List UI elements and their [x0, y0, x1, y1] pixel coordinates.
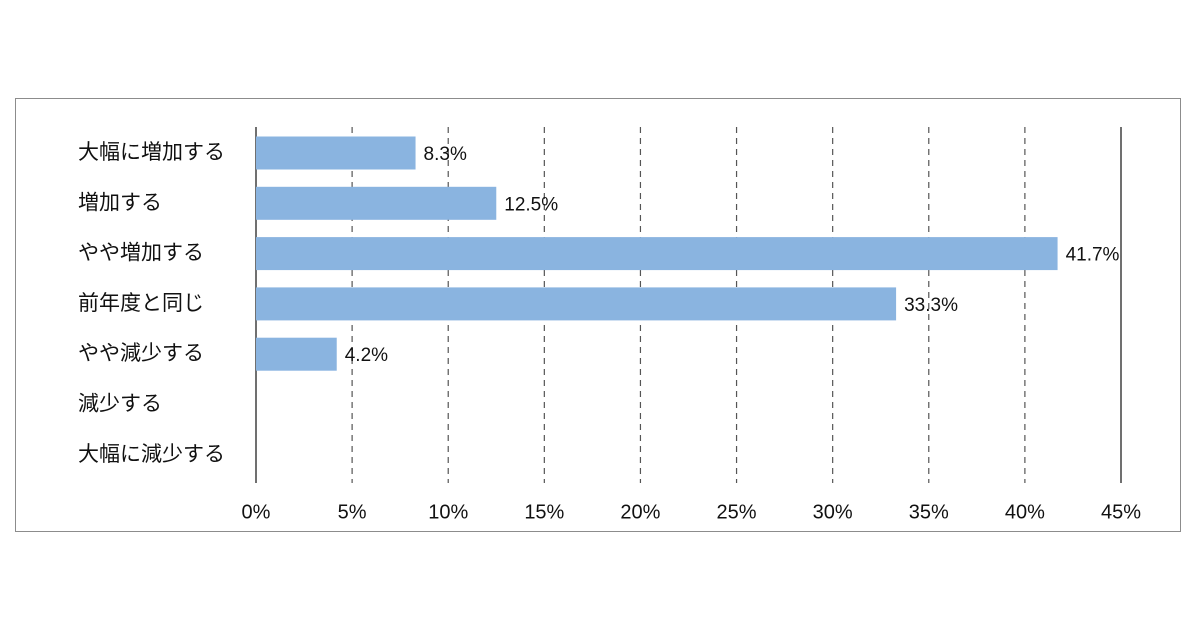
x-tick-label: 15%: [524, 501, 564, 523]
category-label: 減少する: [78, 392, 162, 416]
category-label: 大幅に減少する: [78, 442, 225, 466]
x-tick-label: 40%: [1005, 501, 1045, 523]
data-label: 33.3%: [904, 295, 958, 316]
bar: [256, 337, 337, 371]
category-label: 大幅に増加する: [78, 140, 225, 164]
x-tick-label: 35%: [909, 501, 949, 523]
bars-layer: [256, 136, 1058, 371]
bar: [256, 136, 416, 170]
x-tick-label: 20%: [620, 501, 660, 523]
x-tick-label: 0%: [242, 501, 271, 523]
x-tick-label: 25%: [717, 501, 757, 523]
category-label: やや減少する: [78, 341, 204, 365]
category-label: やや増加する: [78, 241, 204, 265]
data-label: 8.3%: [424, 144, 467, 165]
category-label: 増加する: [78, 190, 162, 214]
x-tick-label: 10%: [428, 501, 468, 523]
bar: [256, 186, 497, 220]
data-label: 41.7%: [1066, 245, 1120, 266]
x-tick-label: 5%: [338, 501, 367, 523]
data-label: 4.2%: [345, 345, 388, 366]
labels-layer: 0% 5% 10% 15% 20% 25% 30% 35% 40% 45% 大幅に増加する 8.3% 増…: [78, 140, 1141, 523]
bar: [256, 237, 1058, 271]
bar: [256, 287, 897, 321]
data-label: 12.5%: [504, 194, 558, 215]
category-label: 前年度と同じ: [78, 291, 204, 315]
x-tick-label: 45%: [1101, 501, 1141, 523]
x-tick-label: 30%: [813, 501, 853, 523]
